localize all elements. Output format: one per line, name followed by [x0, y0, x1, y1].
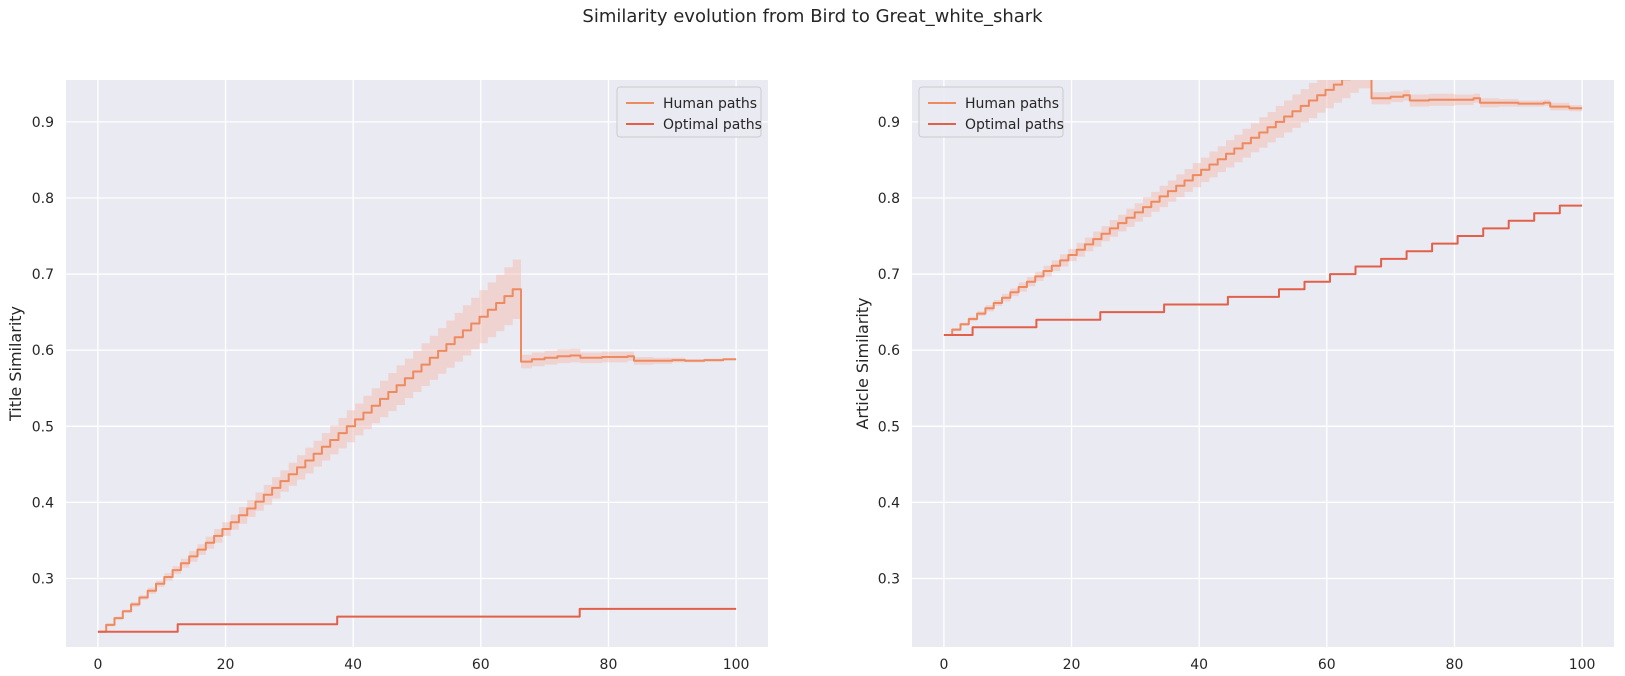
y-tick-label: 0.8 [32, 191, 54, 207]
human-paths-line [97, 288, 737, 633]
y-axis-label: Article Similarity [853, 297, 872, 429]
legend: Human paths Optimal paths [616, 86, 762, 138]
y-tick-label: 0.7 [32, 267, 54, 283]
plot-area [912, 80, 1614, 647]
x-tick-label: 40 [344, 657, 362, 673]
plot-area [66, 80, 768, 647]
x-tick-label: 100 [723, 657, 750, 673]
plot-content [943, 80, 1583, 336]
figure-title: Similarity evolution from Bird to Great_… [582, 6, 1043, 27]
y-tick-label: 0.9 [878, 115, 900, 131]
y-tick-label: 0.4 [878, 495, 900, 511]
y-tick-label: 0.3 [32, 572, 54, 588]
y-tick-label: 0.9 [32, 115, 54, 131]
y-tick-label: 0.3 [878, 572, 900, 588]
legend: Human paths Optimal paths [918, 86, 1064, 138]
x-tick-label: 60 [472, 657, 490, 673]
y-tick-label: 0.7 [878, 267, 900, 283]
human-paths-confidence-band [943, 80, 1583, 335]
legend-entry: Optimal paths [965, 117, 1064, 133]
y-tick-label: 0.6 [878, 343, 900, 359]
y-tick-label: 0.5 [878, 419, 900, 435]
x-tick-label: 40 [1190, 657, 1208, 673]
human-paths-line [943, 80, 1583, 336]
x-tick-label: 0 [93, 657, 102, 673]
human-paths-confidence-band [97, 259, 737, 632]
y-tick-label: 0.8 [878, 191, 900, 207]
plot-content [97, 259, 737, 633]
y-axis-label: Title Similarity [6, 306, 25, 422]
optimal-paths-line [97, 607, 737, 633]
subplot-2: 0204060801000.30.40.50.60.70.80.9Percent… [853, 80, 1614, 673]
legend-entry: Human paths [663, 96, 757, 112]
x-tick-label: 60 [1318, 657, 1336, 673]
x-tick-label: 20 [217, 657, 235, 673]
legend-entry: Human paths [965, 96, 1059, 112]
legend-entry: Optimal paths [663, 117, 762, 133]
y-tick-label: 0.4 [32, 495, 54, 511]
x-tick-label: 20 [1063, 657, 1081, 673]
optimal-paths-line [943, 204, 1583, 336]
y-tick-label: 0.5 [32, 419, 54, 435]
x-tick-label: 0 [939, 657, 948, 673]
y-tick-label: 0.6 [32, 343, 54, 359]
x-tick-label: 80 [600, 657, 618, 673]
x-tick-label: 80 [1446, 657, 1464, 673]
x-tick-label: 100 [1569, 657, 1596, 673]
subplot-1: 0204060801000.30.40.50.60.70.80.9Percent… [6, 80, 768, 673]
